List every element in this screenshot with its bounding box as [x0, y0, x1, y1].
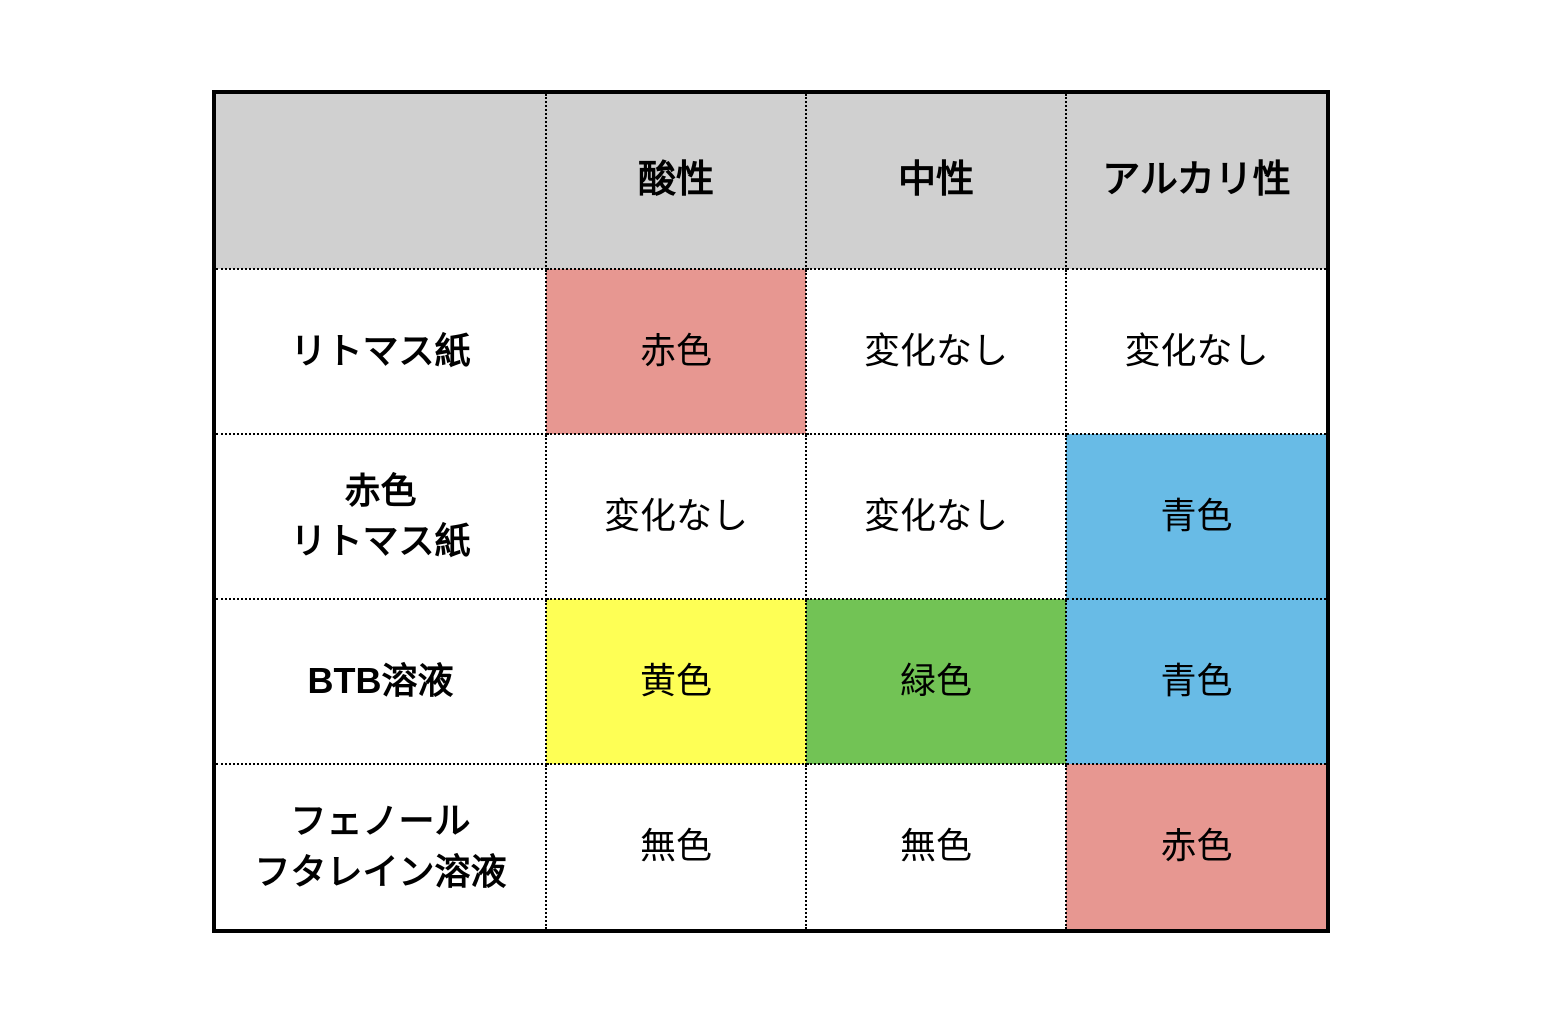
- cell: 赤色: [1066, 764, 1326, 929]
- cell: 無色: [546, 764, 806, 929]
- cell: 変化なし: [806, 269, 1066, 434]
- header-neutral: 中性: [806, 94, 1066, 269]
- rowhead-btb: BTB溶液: [216, 599, 546, 764]
- header-acidic: 酸性: [546, 94, 806, 269]
- cell: 青色: [1066, 434, 1326, 599]
- table-row: リトマス紙 赤色 変化なし 変化なし: [216, 269, 1326, 434]
- header-alkaline: アルカリ性: [1066, 94, 1326, 269]
- cell: 変化なし: [546, 434, 806, 599]
- rowhead-red-litmus: 赤色リトマス紙: [216, 434, 546, 599]
- cell: 青色: [1066, 599, 1326, 764]
- table-header-row: 酸性 中性 アルカリ性: [216, 94, 1326, 269]
- table-row: BTB溶液 黄色 緑色 青色: [216, 599, 1326, 764]
- header-blank: [216, 94, 546, 269]
- cell: 赤色: [546, 269, 806, 434]
- rowhead-litmus: リトマス紙: [216, 269, 546, 434]
- cell: 変化なし: [806, 434, 1066, 599]
- rowhead-phenolphthalein: フェノールフタレイン溶液: [216, 764, 546, 929]
- indicator-table-wrap: 酸性 中性 アルカリ性 リトマス紙 赤色 変化なし 変化なし 赤色リトマス紙 変…: [212, 90, 1330, 933]
- table-row: フェノールフタレイン溶液 無色 無色 赤色: [216, 764, 1326, 929]
- cell: 変化なし: [1066, 269, 1326, 434]
- cell: 黄色: [546, 599, 806, 764]
- table-row: 赤色リトマス紙 変化なし 変化なし 青色: [216, 434, 1326, 599]
- cell: 無色: [806, 764, 1066, 929]
- cell: 緑色: [806, 599, 1066, 764]
- indicator-table: 酸性 中性 アルカリ性 リトマス紙 赤色 変化なし 変化なし 赤色リトマス紙 変…: [216, 94, 1326, 929]
